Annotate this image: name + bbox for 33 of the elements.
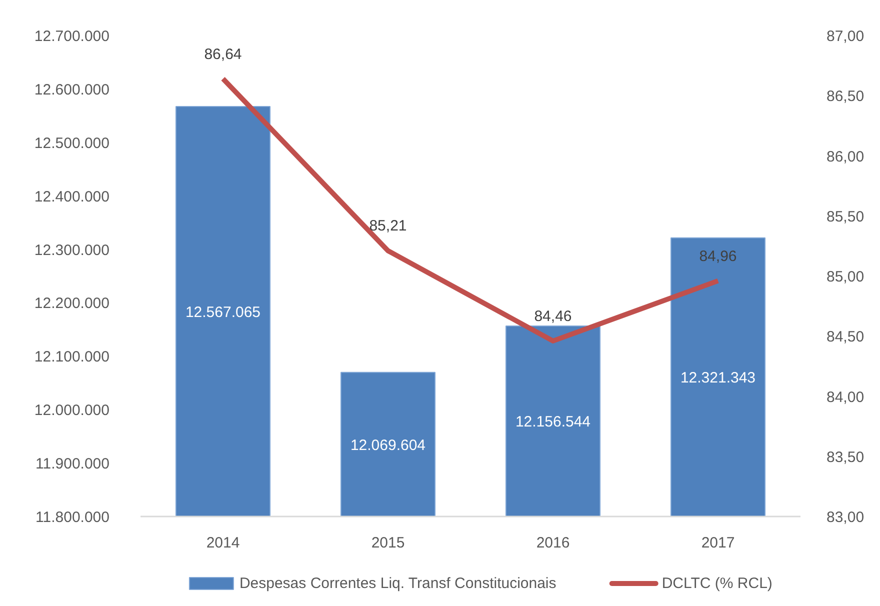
data-label: 12.069.604 — [350, 436, 426, 454]
y2-tick-label: 85,00 — [826, 268, 864, 286]
y2-tick-label: 86,00 — [826, 148, 864, 166]
legend-label: Despesas Correntes Liq. Transf Constitucionais — [239, 575, 556, 592]
data-label: 12.156.544 — [515, 414, 591, 431]
data-label: 84,96 — [699, 248, 737, 265]
y2-tick-label: 83,00 — [826, 509, 864, 526]
data-label: 12.567.065 — [185, 304, 261, 322]
data-label: 85,21 — [369, 218, 407, 235]
y2-tick-label: 84,50 — [826, 328, 864, 346]
y-tick-label: 12.700.000 — [34, 28, 110, 45]
y-tick-label: 12.300.000 — [34, 242, 110, 259]
y-tick-label: 12.600.000 — [34, 81, 110, 98]
y-tick-label: 12.200.000 — [34, 295, 110, 312]
y-tick-label: 12.500.000 — [34, 134, 110, 152]
x-tick-label: 2017 — [701, 534, 735, 552]
x-tick-label: 2015 — [371, 534, 405, 552]
legend-label: DCLTC (% RCL) — [662, 575, 772, 592]
y2-tick-label: 85,50 — [826, 208, 864, 226]
y-tick-label: 11.800.000 — [36, 509, 110, 526]
y2-tick-label: 86,50 — [826, 88, 864, 106]
y-tick-label: 12.000.000 — [34, 402, 110, 420]
y-tick-label: 11.900.000 — [36, 456, 110, 473]
data-label: 84,46 — [534, 308, 572, 325]
data-label: 12.321.343 — [680, 370, 756, 387]
y-tick-label: 12.100.000 — [34, 348, 110, 366]
data-label: 86,64 — [204, 46, 242, 63]
x-tick-label: 2014 — [206, 534, 240, 552]
y-tick-label: 12.400.000 — [34, 188, 110, 206]
y2-tick-label: 84,00 — [826, 388, 864, 406]
y2-tick-label: 83,50 — [826, 448, 864, 466]
x-tick-label: 2016 — [536, 534, 570, 552]
y2-tick-label: 87,00 — [826, 28, 864, 45]
